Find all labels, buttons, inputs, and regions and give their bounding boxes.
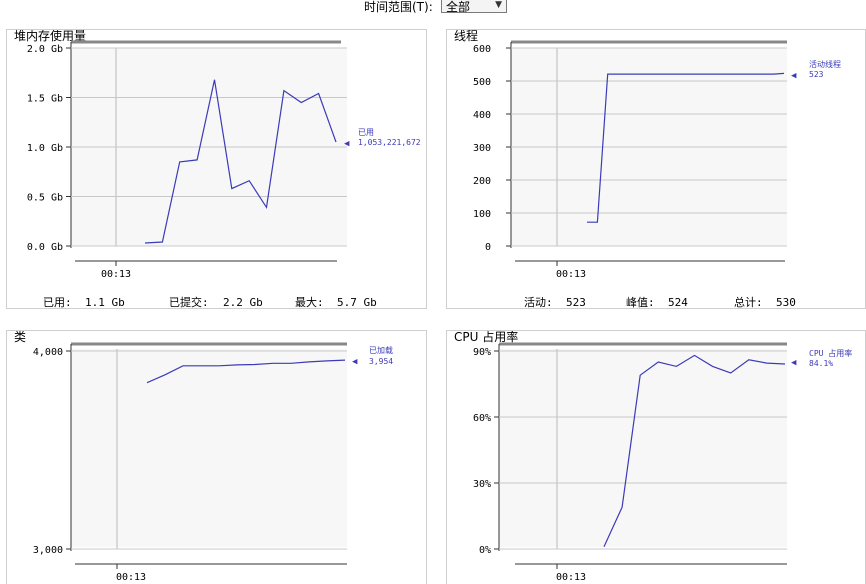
footer-committed-label: 已提交: <box>169 296 209 309</box>
x-tick-label: 00:13 <box>101 269 131 280</box>
time-range-bar: 时间范围(T): 全部 ▼ <box>0 0 866 16</box>
footer-live-label: 活动: <box>524 296 553 309</box>
legend-marker-icon: ◀ <box>352 357 358 367</box>
legend-marker-icon: ◀ <box>344 139 350 149</box>
y-tick-label: 60% <box>473 413 491 424</box>
footer-total-label: 总计: <box>734 296 763 309</box>
y-tick-label: 30% <box>473 479 491 490</box>
x-tick-label: 00:13 <box>556 269 586 280</box>
panel-title: 类 <box>12 330 29 345</box>
heap-memory-panel: 堆内存使用量 00:13 2.0 Gb 1.5 Gb 1.0 Gb 0.5 Gb 0.0… <box>6 29 427 309</box>
footer-max-value: 5.7 Gb <box>337 296 377 309</box>
legend-series-value: 1,053,221,672 <box>358 138 421 147</box>
time-range-value: 全部 <box>446 0 471 14</box>
time-range-select[interactable]: 全部 ▼ <box>441 0 507 14</box>
footer-max-label: 最大: <box>295 296 324 309</box>
legend-series-name: 活动线程 <box>809 59 841 69</box>
plot-area <box>71 349 347 547</box>
y-tick-label: 0.5 Gb <box>27 193 63 204</box>
threads-panel: 线程 00:13 600 500 400 300 200 100 0 ◀ 活动线程 523 … <box>446 29 866 309</box>
y-tick-label: 4,000 <box>33 347 63 358</box>
y-tick-label: 3,000 <box>33 545 63 556</box>
legend-marker-icon: ◀ <box>791 358 797 368</box>
plot-area <box>499 349 787 547</box>
footer-used-value: 1.1 Gb <box>85 296 125 309</box>
footer-used-label: 已用: <box>43 296 72 309</box>
footer-total-value: 530 <box>776 296 796 309</box>
classes-panel: 类 00:13 4,000 3,000 ◀ 已加载 3,954 <box>6 330 427 584</box>
heap-footer: 已用: 1.1 Gb 已提交: 2.2 Gb 最大: 5.7 Gb <box>43 294 377 309</box>
y-tick-label: 0% <box>479 545 491 556</box>
cpu-chart: 00:13 90% 60% 30% 0% ◀ CPU 占用率 84.1% <box>473 342 852 583</box>
legend-series-value: 3,954 <box>369 357 393 366</box>
footer-peak-value: 524 <box>668 296 688 309</box>
y-tick-label: 100 <box>473 209 491 220</box>
chevron-down-icon: ▼ <box>495 0 502 10</box>
legend-series-name: CPU 占用率 <box>809 348 852 358</box>
legend-marker-icon: ◀ <box>791 71 797 81</box>
x-tick-label: 00:13 <box>116 572 146 583</box>
cpu-panel: CPU 占用率 00:13 90% 60% 30% 0% ◀ CPU 占用率 84.1… <box>446 330 866 584</box>
y-tick-label: 0 <box>485 242 491 253</box>
x-tick-label: 00:13 <box>556 572 586 583</box>
y-tick-label: 1.5 Gb <box>27 94 63 105</box>
time-range-label: 时间范围(T): <box>364 0 433 14</box>
y-tick-label: 2.0 Gb <box>27 44 63 55</box>
y-tick-label: 1.0 Gb <box>27 143 63 154</box>
used-heap-series-line <box>144 79 337 244</box>
y-tick-label: 0.0 Gb <box>27 242 63 253</box>
footer-committed-value: 2.2 Gb <box>223 296 263 309</box>
cpu-usage-series-line <box>603 354 786 548</box>
legend-series-value: 523 <box>809 70 824 79</box>
threads-chart: 00:13 600 500 400 300 200 100 0 ◀ 活动线程 523 <box>473 40 841 280</box>
panel-title: 线程 <box>452 29 481 44</box>
y-tick-label: 500 <box>473 77 491 88</box>
panel-title: 堆内存使用量 <box>12 29 89 44</box>
classes-chart: 00:13 4,000 3,000 ◀ 已加载 3,954 <box>33 342 393 583</box>
y-tick-label: 600 <box>473 44 491 55</box>
footer-peak-label: 峰值: <box>626 296 655 309</box>
loaded-classes-series-line <box>146 359 346 384</box>
y-tick-label: 90% <box>473 347 491 358</box>
y-tick-label: 300 <box>473 143 491 154</box>
legend-series-name: 已用 <box>358 128 374 137</box>
legend-series-name: 已加载 <box>369 345 393 355</box>
heap-memory-chart: 00:13 2.0 Gb 1.5 Gb 1.0 Gb 0.5 Gb 0.0 Gb ◀ 已… <box>27 40 421 280</box>
y-tick-label: 200 <box>473 176 491 187</box>
y-tick-label: 400 <box>473 110 491 121</box>
legend-series-value: 84.1% <box>809 359 833 368</box>
threads-footer: 活动: 523 峰值: 524 总计: 530 <box>524 294 796 309</box>
footer-live-value: 523 <box>566 296 586 309</box>
active-threads-series-line <box>587 72 785 223</box>
panel-title: CPU 占用率 <box>452 330 521 345</box>
